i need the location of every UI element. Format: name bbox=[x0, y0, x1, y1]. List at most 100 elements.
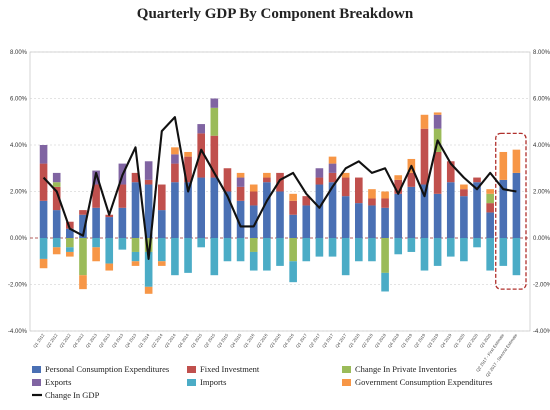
bar-segment bbox=[276, 238, 284, 266]
bar-segment bbox=[131, 251, 140, 262]
bar-segment bbox=[131, 238, 140, 252]
bar-segment bbox=[420, 184, 429, 238]
bar-segment bbox=[39, 258, 48, 269]
bar-segment bbox=[236, 177, 245, 187]
bar-segment bbox=[197, 124, 205, 134]
gdp-line-layer bbox=[42, 116, 517, 260]
bar-segment bbox=[236, 186, 245, 201]
bar-segment bbox=[197, 177, 205, 238]
bar-segment bbox=[499, 179, 508, 238]
bar-segment bbox=[92, 247, 100, 262]
bar-segment bbox=[446, 182, 455, 238]
bar-segment bbox=[92, 238, 100, 248]
bar-segment bbox=[407, 238, 416, 252]
bar-segment bbox=[368, 198, 376, 206]
x-tick-label: Q3 2017 bbox=[321, 332, 335, 349]
bar-segment bbox=[486, 203, 494, 213]
x-tick-label: Q2 2012 bbox=[45, 332, 59, 349]
bar-segment bbox=[184, 238, 192, 273]
bar-segment bbox=[446, 161, 455, 183]
bar-segment bbox=[52, 186, 61, 211]
x-tick-label: Q3 2020 bbox=[479, 332, 493, 349]
bar-segment bbox=[433, 112, 442, 115]
y-tick-label-right: 4.00% bbox=[533, 143, 550, 149]
bar-segment bbox=[171, 154, 179, 164]
x-tick-label: Q4 2017 bbox=[334, 332, 348, 349]
legend-label: Imports bbox=[200, 377, 226, 387]
bar-segment bbox=[512, 149, 521, 173]
bar-segment bbox=[171, 238, 179, 276]
x-tick-label: Q2 2020 bbox=[466, 332, 480, 349]
x-tick-label: Q1 2013 bbox=[85, 332, 99, 349]
bar-segment bbox=[263, 238, 271, 271]
bar-segment bbox=[52, 182, 61, 187]
x-tick-label: Q1 2019 bbox=[400, 332, 414, 349]
y-tick-label-left: 8.00% bbox=[10, 50, 28, 56]
bar-segment bbox=[118, 207, 127, 238]
x-tick-label: Q3 2015 bbox=[216, 332, 230, 349]
x-tick-label: Q4 2014 bbox=[177, 332, 191, 349]
estimate-highlight bbox=[495, 132, 527, 290]
bar-segment bbox=[144, 184, 153, 238]
bar-segment bbox=[289, 261, 297, 283]
bar-segment bbox=[486, 189, 494, 194]
y-tick-label-left: 4.00% bbox=[10, 143, 28, 149]
bar-segment bbox=[118, 184, 127, 208]
bar-segment bbox=[79, 238, 87, 276]
legend-label: Fixed Investment bbox=[200, 364, 260, 374]
bar-segment bbox=[381, 191, 389, 199]
bar-segment bbox=[66, 247, 74, 252]
bar-segment bbox=[381, 272, 389, 292]
y-tick-label-left: 0.00% bbox=[10, 236, 28, 242]
y-tick-label-left: 6.00% bbox=[10, 97, 28, 103]
bar-segment bbox=[420, 114, 429, 129]
bar-segment bbox=[157, 238, 166, 262]
gridlines bbox=[30, 51, 530, 332]
legend-swatch bbox=[342, 366, 351, 373]
bar-segment bbox=[420, 128, 429, 185]
x-tick-label: Q4 2015 bbox=[229, 332, 243, 349]
bar-segment bbox=[302, 238, 311, 262]
bar-segment bbox=[473, 238, 481, 248]
legend-swatch bbox=[342, 379, 351, 386]
bar-segment bbox=[315, 184, 324, 238]
bar-segment bbox=[263, 177, 271, 183]
x-tick-label: Q2 2018 bbox=[360, 332, 374, 349]
bar-segment bbox=[341, 172, 350, 178]
bar-segment bbox=[39, 238, 48, 259]
bar-segment bbox=[131, 172, 140, 183]
bar-segment bbox=[368, 205, 376, 238]
bar-segment bbox=[394, 193, 403, 238]
legend: Personal Consumption Expenditures Fixed I… bbox=[32, 364, 492, 400]
x-tick-label: Q1 2017 bbox=[295, 332, 309, 349]
legend-swatch bbox=[32, 379, 41, 386]
bar-segment bbox=[289, 193, 297, 201]
legend-label: Personal Consumption Expenditures bbox=[45, 364, 169, 374]
bar-segment bbox=[184, 156, 192, 183]
x-tick-label: Q4 2013 bbox=[124, 332, 138, 349]
bar-segment bbox=[52, 210, 61, 238]
legend-swatch bbox=[187, 366, 196, 373]
x-tick-label: Q2 2016 bbox=[255, 332, 269, 349]
bar-segment bbox=[105, 214, 114, 218]
bar-segment bbox=[210, 177, 219, 238]
x-tick-label: Q3 2016 bbox=[269, 332, 283, 349]
bar-segment bbox=[157, 210, 166, 238]
bar-segment bbox=[171, 163, 179, 183]
bar-segment bbox=[486, 193, 494, 204]
bar-segment bbox=[486, 212, 494, 238]
x-tick-label: Q4 2018 bbox=[387, 332, 401, 349]
legend-label: Change In Private Inventories bbox=[355, 364, 457, 374]
bar-segment bbox=[210, 135, 219, 178]
stacked-bars bbox=[39, 98, 521, 294]
bar-segment bbox=[236, 200, 245, 238]
legend-label: Government Consumption Expenditures bbox=[355, 377, 492, 387]
bar-segment bbox=[381, 198, 389, 208]
bar-segment bbox=[433, 114, 442, 129]
bar-segment bbox=[131, 182, 140, 238]
bar-segment bbox=[249, 184, 258, 192]
bar-segment bbox=[355, 177, 363, 204]
x-tick-label: Q3 2012 bbox=[58, 332, 72, 349]
bar-segment bbox=[355, 203, 363, 238]
